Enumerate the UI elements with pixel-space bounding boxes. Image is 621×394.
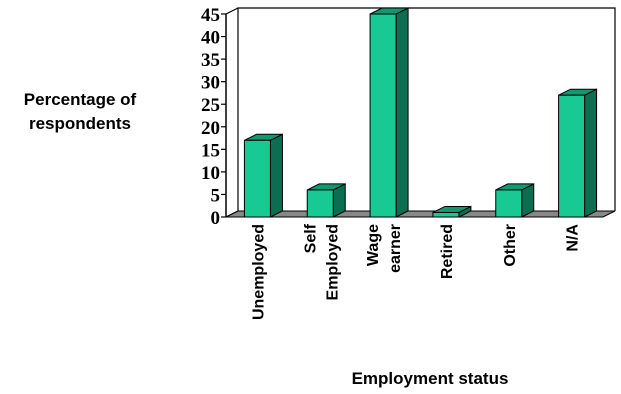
y-tick-label: 15 xyxy=(201,140,220,161)
bar-side xyxy=(584,88,598,218)
plot-back-wall xyxy=(225,7,616,218)
y-tick-label: 0 xyxy=(211,208,221,229)
x-tick-label: earner xyxy=(387,224,404,273)
x-tick-label: Other xyxy=(502,224,519,267)
y-axis-title: Percentage of respondents xyxy=(0,88,160,136)
y-tick-label: 25 xyxy=(201,95,220,116)
x-tick-label: Retired xyxy=(439,224,456,279)
y-tick-label: 40 xyxy=(201,28,220,49)
y-tick-label: 30 xyxy=(201,73,220,94)
bar xyxy=(369,13,397,218)
bar xyxy=(306,189,334,218)
x-tick-label: Unemployed xyxy=(250,224,267,320)
bar xyxy=(495,189,523,218)
y-tick-label: 10 xyxy=(201,163,220,184)
y-axis-title-line-2: respondents xyxy=(28,114,132,133)
y-axis-title-line-1: Percentage of xyxy=(23,90,137,109)
y-tick-label: 45 xyxy=(201,5,220,26)
x-tick-label: Wage xyxy=(365,224,382,266)
y-tick-label: 20 xyxy=(201,118,220,139)
y-tick-label: 35 xyxy=(201,50,220,71)
plot-floor xyxy=(225,210,616,218)
x-axis-title: Employment status xyxy=(351,369,509,388)
x-tick-label: Employed xyxy=(324,224,341,300)
plot-wall-edge xyxy=(225,7,239,15)
bar-side xyxy=(269,133,283,218)
bar xyxy=(558,94,586,218)
bar-side xyxy=(395,7,409,218)
bar xyxy=(432,211,460,218)
y-tick-label: 5 xyxy=(211,185,221,206)
x-tick-label: Self xyxy=(302,223,319,253)
x-tick-label: N/A xyxy=(565,224,582,252)
bar xyxy=(243,139,271,218)
